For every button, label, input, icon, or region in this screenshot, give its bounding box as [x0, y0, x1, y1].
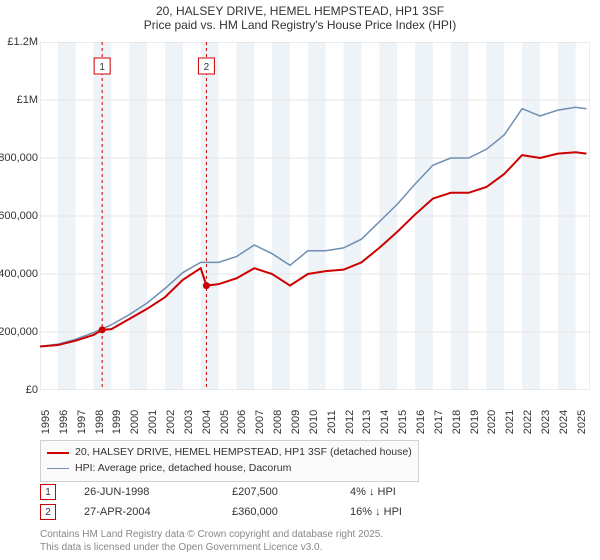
- tx-delta-2: 16% ↓ HPI: [350, 506, 470, 518]
- y-tick-label: £200,000: [0, 326, 38, 338]
- credit-line-1: Contains HM Land Registry data © Crown c…: [40, 528, 383, 541]
- x-tick-label: 2011: [326, 410, 338, 434]
- chart-titles: 20, HALSEY DRIVE, HEMEL HEMPSTEAD, HP1 3…: [0, 0, 600, 32]
- x-tick-label: 2016: [415, 410, 427, 434]
- legend-swatch-property: [47, 452, 69, 454]
- x-tick-label: 2024: [558, 410, 570, 434]
- x-tick-label: 2001: [147, 410, 159, 434]
- x-tick-label: 2002: [165, 410, 177, 434]
- svg-text:2: 2: [204, 62, 210, 73]
- legend-item-hpi: HPI: Average price, detached house, Daco…: [47, 461, 412, 477]
- transaction-table: 1 26-JUN-1998 £207,500 4% ↓ HPI 2 27-APR…: [40, 484, 470, 524]
- x-tick-label: 2003: [183, 410, 195, 434]
- legend-label-hpi: HPI: Average price, detached house, Daco…: [75, 461, 291, 477]
- y-tick-label: £1M: [17, 94, 38, 106]
- y-tick-label: £1.2M: [7, 36, 38, 48]
- chart-subtitle: Price paid vs. HM Land Registry's House …: [0, 18, 600, 32]
- x-tick-label: 2022: [522, 410, 534, 434]
- x-tick-label: 2014: [379, 410, 391, 434]
- x-tick-label: 2010: [308, 410, 320, 434]
- svg-text:1: 1: [99, 62, 105, 73]
- x-tick-label: 2005: [219, 410, 231, 434]
- y-tick-label: £800,000: [0, 152, 38, 164]
- x-axis-labels: 1995 1996 1997 1998 1999 2000 2001 2002 2003 2004…: [40, 392, 590, 432]
- tx-marker-1: 1: [40, 484, 56, 500]
- x-tick-label: 1995: [40, 410, 52, 434]
- x-tick-label: 2006: [236, 410, 248, 434]
- x-tick-label: 1998: [94, 410, 106, 434]
- transaction-row-1: 1 26-JUN-1998 £207,500 4% ↓ HPI: [40, 484, 470, 500]
- legend: 20, HALSEY DRIVE, HEMEL HEMPSTEAD, HP1 3…: [40, 440, 419, 482]
- x-tick-label: 1999: [111, 410, 123, 434]
- tx-date-1: 26-JUN-1998: [84, 486, 232, 498]
- tx-price-2: £360,000: [232, 506, 350, 518]
- transaction-row-2: 2 27-APR-2004 £360,000 16% ↓ HPI: [40, 504, 470, 520]
- x-tick-label: 2013: [361, 410, 373, 434]
- x-tick-label: 2018: [451, 410, 463, 434]
- x-tick-label: 1996: [58, 410, 70, 434]
- y-tick-label: £0: [26, 384, 38, 396]
- x-tick-label: 2012: [344, 410, 356, 434]
- plot-area: 12: [40, 42, 590, 390]
- x-tick-label: 2020: [486, 410, 498, 434]
- x-tick-label: 2009: [290, 410, 302, 434]
- y-tick-label: £400,000: [0, 268, 38, 280]
- tx-date-2: 27-APR-2004: [84, 506, 232, 518]
- x-tick-label: 2008: [272, 410, 284, 434]
- x-tick-label: 2007: [254, 410, 266, 434]
- legend-swatch-hpi: [47, 468, 69, 470]
- chart-title: 20, HALSEY DRIVE, HEMEL HEMPSTEAD, HP1 3…: [0, 4, 600, 18]
- tx-price-1: £207,500: [232, 486, 350, 498]
- y-axis-labels: £0£200,000£400,000£600,000£800,000£1M£1.…: [0, 42, 40, 390]
- x-tick-label: 2025: [576, 410, 588, 434]
- legend-item-property: 20, HALSEY DRIVE, HEMEL HEMPSTEAD, HP1 3…: [47, 445, 412, 461]
- down-arrow-icon: ↓: [369, 486, 375, 498]
- credits: Contains HM Land Registry data © Crown c…: [40, 528, 383, 554]
- y-tick-label: £600,000: [0, 210, 38, 222]
- x-tick-label: 2023: [540, 410, 552, 434]
- credit-line-2: This data is licensed under the Open Gov…: [40, 541, 383, 554]
- tx-marker-2: 2: [40, 504, 56, 520]
- x-tick-label: 2019: [469, 410, 481, 434]
- x-tick-label: 2021: [504, 410, 516, 434]
- x-tick-label: 2000: [129, 410, 141, 434]
- x-tick-label: 2017: [433, 410, 445, 434]
- x-tick-label: 2015: [397, 410, 409, 434]
- legend-label-property: 20, HALSEY DRIVE, HEMEL HEMPSTEAD, HP1 3…: [75, 445, 412, 461]
- tx-delta-1: 4% ↓ HPI: [350, 486, 470, 498]
- down-arrow-icon: ↓: [375, 506, 381, 518]
- chart-container: 20, HALSEY DRIVE, HEMEL HEMPSTEAD, HP1 3…: [0, 0, 600, 560]
- x-tick-label: 1997: [76, 410, 88, 434]
- x-tick-label: 2004: [201, 410, 213, 434]
